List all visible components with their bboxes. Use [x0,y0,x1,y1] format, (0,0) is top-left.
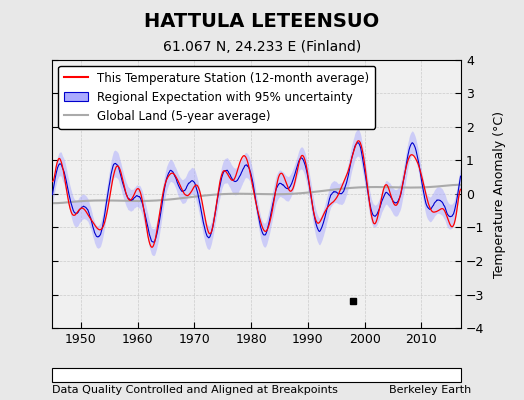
Text: ■: ■ [346,369,356,379]
Text: ◆: ◆ [58,369,66,379]
Text: Time of Obs. Change: Time of Obs. Change [241,369,357,379]
Text: ◆: ◆ [60,369,69,379]
Text: Record Gap: Record Gap [160,369,224,379]
Text: Station Move: Station Move [71,369,144,379]
Text: ▼: ▼ [231,369,239,379]
Text: Empirical Break: Empirical Break [356,369,444,379]
Text: Data Quality Controlled and Aligned at Breakpoints: Data Quality Controlled and Aligned at B… [52,385,339,395]
Text: ■: ■ [346,369,356,379]
Text: Empirical Break: Empirical Break [356,369,444,379]
Text: ▲: ▲ [147,369,155,379]
Text: ▲: ▲ [149,369,158,379]
Text: HATTULA LETEENSUO: HATTULA LETEENSUO [145,12,379,31]
Text: Station Move: Station Move [68,369,141,379]
Text: Berkeley Earth: Berkeley Earth [389,385,472,395]
Text: ▼: ▼ [231,369,239,379]
Text: 61.067 N, 24.233 E (Finland): 61.067 N, 24.233 E (Finland) [163,40,361,54]
Y-axis label: Temperature Anomaly (°C): Temperature Anomaly (°C) [493,110,506,278]
Text: Time of Obs. Change: Time of Obs. Change [241,369,357,379]
Text: Record Gap: Record Gap [157,369,222,379]
Legend: This Temperature Station (12-month average), Regional Expectation with 95% uncer: This Temperature Station (12-month avera… [58,66,375,128]
